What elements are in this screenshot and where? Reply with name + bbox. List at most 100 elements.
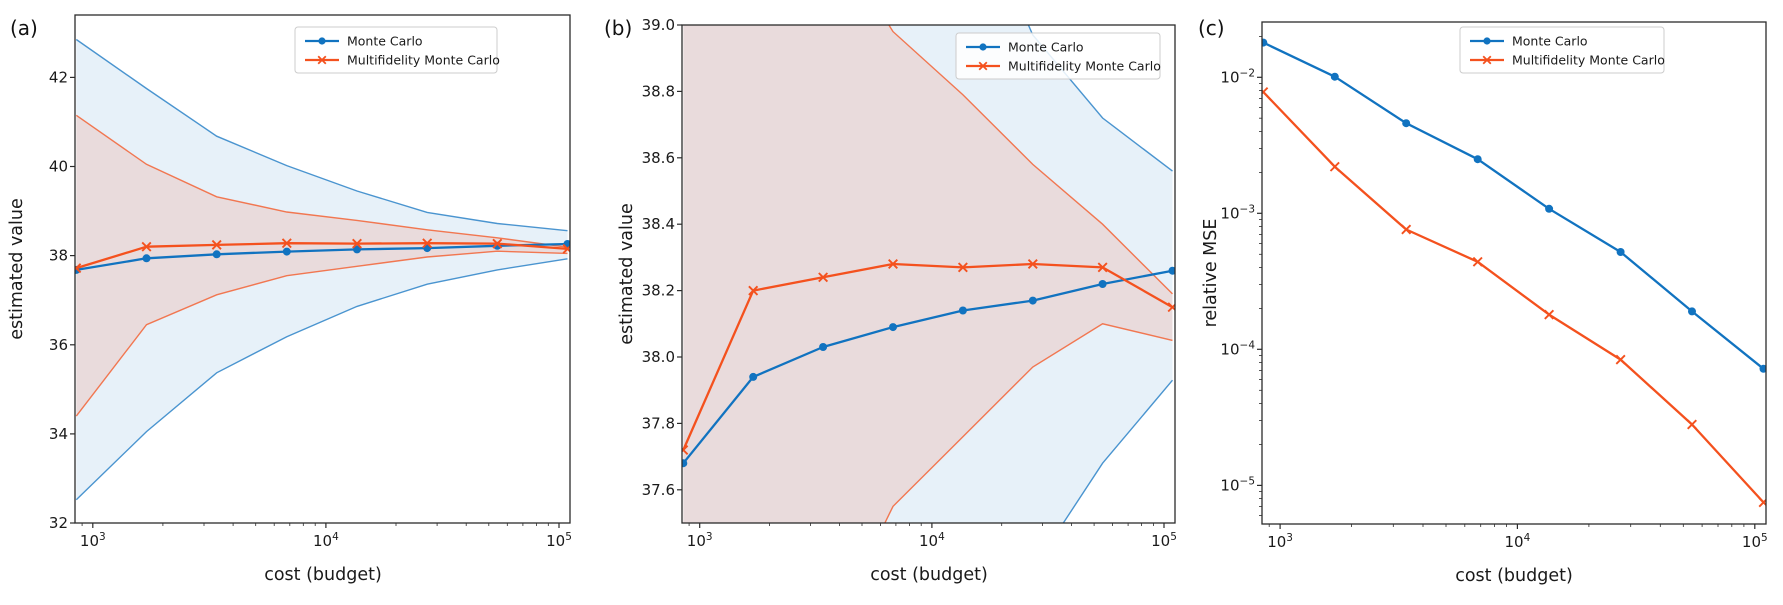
- plot-area: [1262, 38, 1766, 508]
- mc-band-upper-line: [1027, 25, 1173, 172]
- y-tick-label: 38.6: [642, 149, 675, 167]
- y-tick-label: 39.0: [642, 16, 675, 34]
- x-tick-label: 105: [546, 531, 572, 550]
- mc-marker: [1688, 307, 1696, 316]
- mfmc-line: [1262, 91, 1765, 504]
- mc-marker: [212, 250, 221, 259]
- mc-band-upper-line: [75, 38, 568, 232]
- mfmc-marker: [818, 272, 829, 283]
- mc-marker: [353, 245, 361, 254]
- y-tick-label: 38.2: [642, 282, 675, 300]
- mc-marker: [889, 323, 897, 332]
- mfmc-marker: [75, 263, 82, 274]
- mfmc-marker: [1097, 262, 1108, 273]
- axes-spines: [74, 14, 571, 524]
- legend: Monte Carlo Multifidelity Monte Carlo: [1459, 26, 1665, 74]
- mc-marker: [1168, 266, 1175, 275]
- mc-line: [76, 242, 568, 272]
- x-tick-label: 103: [1267, 532, 1293, 551]
- mc-marker: [1759, 364, 1766, 373]
- y-tick-label: 10−3: [1220, 203, 1255, 222]
- mc-marker: [958, 306, 967, 315]
- x-axis: 103 104 105 cost (budget): [80, 523, 572, 585]
- y-tick-label: 34: [49, 425, 68, 443]
- mfmc-marker: [1167, 302, 1175, 313]
- y-tick-label: 38: [49, 247, 68, 265]
- mc-marker: [749, 372, 758, 381]
- mc-marker: [682, 459, 688, 468]
- y-tick-label: 10−4: [1220, 339, 1255, 358]
- mc-band-lower-line: [75, 258, 568, 501]
- mfmc-marker: [1758, 497, 1766, 508]
- mfmc-marker: [1687, 419, 1697, 430]
- legend-mc-marker: [979, 43, 987, 51]
- y-axis-label: relative MSE: [1201, 219, 1221, 328]
- mc-marker: [1545, 204, 1554, 213]
- mfmc-marker: [1329, 161, 1340, 172]
- y-axis: 10−2 10−3 10−4 10−5 relative MSE: [1201, 36, 1262, 516]
- y-tick-label: 37.8: [642, 414, 675, 432]
- y-tick-label: 32: [49, 514, 68, 532]
- x-axis: 103 104 105 cost (budget): [1267, 524, 1768, 586]
- mfmc-marker: [422, 238, 433, 249]
- panel-c-chart: 103 104 105 cost (budget) 10−2 10−3 10−4 10−5 re…: [1201, 21, 1768, 586]
- panel-a-chart: 103 104 105 cost (budget) 32 34 36 38 40 42 estima…: [7, 14, 572, 585]
- x-tick-label: 104: [919, 531, 945, 550]
- mfmc-marker: [1027, 259, 1038, 269]
- legend-mc-marker: [318, 37, 326, 45]
- mfmc-marker: [1544, 309, 1555, 320]
- legend-entry-label: Multifidelity Monte Carlo: [1512, 53, 1665, 68]
- plot-area: [75, 38, 570, 501]
- y-tick-label: 10−5: [1220, 475, 1255, 494]
- mc-marker: [1262, 38, 1268, 47]
- legend-entry-label: Monte Carlo: [1512, 34, 1588, 49]
- axes-spines: [1261, 21, 1767, 525]
- mc-confidence-band: [683, 25, 1173, 523]
- panel-c-letter: (c): [1198, 16, 1225, 40]
- mfmc-band-upper-line: [888, 25, 1173, 295]
- y-tick-label: 38.4: [642, 215, 675, 233]
- legend: Monte Carlo Multifidelity Monte Carlo: [294, 26, 500, 74]
- mfmc-confidence-band: [76, 115, 568, 417]
- legend-mfmc-marker: [1482, 55, 1492, 65]
- legend-mc-marker: [1483, 37, 1491, 45]
- mfmc-line: [75, 242, 568, 270]
- mfmc-band-lower-line: [75, 250, 568, 417]
- mc-marker: [1473, 155, 1482, 164]
- x-tick-label: 104: [313, 531, 339, 550]
- mfmc-marker: [748, 285, 759, 296]
- mfmc-marker: [211, 239, 222, 250]
- x-axis-label: cost (budget): [264, 565, 382, 585]
- panel-a-letter: (a): [10, 16, 38, 40]
- mfmc-marker: [352, 238, 362, 249]
- panel-a: (a) 103 104 105 cost (budget) 32 34 36 38 40 42 es…: [0, 0, 594, 605]
- x-tick-label: 104: [1505, 532, 1531, 551]
- y-axis: 32 34 36 38 40 42 estimated value: [7, 68, 75, 532]
- mfmc-confidence-band: [683, 25, 1173, 523]
- x-axis-label: cost (budget): [870, 565, 988, 585]
- panel-b-chart: 103 104 105 cost (budget) 37.6 37.8 38.0 38.2 38…: [617, 16, 1177, 585]
- legend-entry-label: Monte Carlo: [347, 34, 423, 49]
- x-axis: 103 104 105 cost (budget): [687, 523, 1177, 585]
- panel-c: (c) 103 104 105 cost (budget) 10−2 10−3 10−4 10…: [1188, 0, 1783, 605]
- mfmc-marker: [1615, 354, 1626, 365]
- y-tick-label: 38.8: [642, 82, 675, 100]
- mc-marker: [1028, 296, 1037, 305]
- x-tick-label: 105: [1151, 531, 1177, 550]
- mc-marker: [282, 247, 291, 256]
- mfmc-band-upper-line: [75, 114, 568, 248]
- y-axis-label: estimated value: [7, 198, 27, 339]
- mc-band-lower-line: [1062, 379, 1174, 523]
- y-tick-label: 42: [49, 68, 68, 86]
- panel-b-letter: (b): [604, 16, 633, 40]
- mfmc-marker: [1472, 256, 1483, 267]
- mc-confidence-band: [76, 39, 568, 500]
- mc-marker: [819, 343, 828, 351]
- y-axis: 37.6 37.8 38.0 38.2 38.4 38.6 38.8 39.0 estimate…: [617, 16, 682, 499]
- mc-line: [1262, 41, 1765, 370]
- y-tick-label: 38.0: [642, 348, 675, 366]
- panel-b: (b) 103 104 105 cost (budget) 37.6 37.8 38.0 38…: [594, 0, 1188, 605]
- mfmc-marker: [682, 445, 689, 455]
- y-tick-label: 40: [49, 158, 68, 176]
- mfmc-marker: [1262, 87, 1269, 97]
